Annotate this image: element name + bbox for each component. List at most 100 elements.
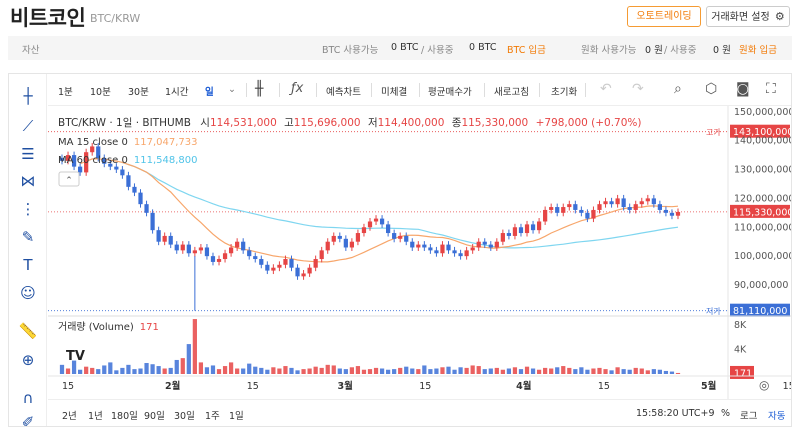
candle-body bbox=[464, 250, 469, 257]
candle-body bbox=[295, 267, 300, 277]
indicator-fx-icon[interactable]: ƒx bbox=[291, 81, 304, 96]
range-180d[interactable]: 180일 bbox=[111, 411, 138, 422]
volume-bar bbox=[663, 370, 669, 374]
volume-bar bbox=[506, 368, 512, 374]
percent-scale-toggle[interactable]: % bbox=[721, 408, 731, 419]
trade-settings-button[interactable]: 거래화면 설정 ⚙ bbox=[706, 6, 790, 27]
candle-body bbox=[373, 218, 379, 222]
volume-axis: 8K 4K 171 bbox=[730, 320, 754, 379]
krw-available-label: 원화 사용가능 bbox=[581, 45, 637, 56]
candlestick-type-icon[interactable]: ╫ bbox=[255, 81, 264, 97]
interval-10m[interactable]: 10분 bbox=[90, 87, 111, 98]
volume-bar bbox=[488, 368, 493, 374]
horizontal-lines-icon[interactable]: ☰ bbox=[21, 145, 35, 163]
candle-body bbox=[138, 192, 143, 205]
candle-body bbox=[470, 247, 475, 251]
candle-body bbox=[186, 244, 191, 254]
volume-bar bbox=[307, 368, 312, 374]
fullscreen-icon[interactable]: ⛶ bbox=[766, 81, 776, 97]
candle-body bbox=[633, 204, 638, 210]
candle-body bbox=[392, 233, 397, 239]
volume-bar bbox=[440, 367, 445, 374]
range-1w[interactable]: 1주 bbox=[205, 411, 220, 422]
candle-body bbox=[96, 146, 101, 158]
undo-icon[interactable]: ↶ bbox=[600, 81, 612, 97]
range-1y[interactable]: 1년 bbox=[88, 411, 103, 422]
range-2y[interactable]: 2년 bbox=[62, 411, 77, 422]
volume-bar bbox=[156, 366, 161, 374]
volume-bar bbox=[210, 365, 216, 374]
candle-body bbox=[452, 250, 457, 254]
candle-body bbox=[518, 227, 524, 234]
volume-bar bbox=[379, 368, 385, 374]
btc-deposit-link[interactable]: BTC 입금 bbox=[507, 45, 546, 56]
interval-1m[interactable]: 1분 bbox=[58, 87, 73, 98]
volume-bar bbox=[452, 369, 457, 374]
magnet-icon[interactable]: ∩ bbox=[22, 389, 34, 407]
price-tick-label: 130,000,000 bbox=[734, 165, 791, 176]
lock-draw-icon[interactable]: ✐ bbox=[21, 413, 35, 431]
range-30d[interactable]: 30일 bbox=[174, 411, 195, 422]
redo-icon[interactable]: ↷ bbox=[632, 81, 644, 97]
pattern-icon[interactable]: ⋈ bbox=[20, 172, 36, 190]
interval-1h[interactable]: 1시간 bbox=[165, 87, 189, 98]
volume-bar bbox=[416, 369, 421, 374]
volume-last-label: 171 bbox=[734, 368, 752, 379]
camera-icon[interactable]: ◙ bbox=[736, 81, 750, 97]
candle-body bbox=[379, 218, 385, 225]
range-90d[interactable]: 90일 bbox=[144, 411, 165, 422]
forecast-chart-button[interactable]: 예측차트 bbox=[326, 87, 361, 98]
crosshair-icon[interactable]: ┼ bbox=[23, 87, 33, 105]
price-chart[interactable]: 143,100,000 고가 115,330,000 81,110,000 저가 150… bbox=[48, 106, 791, 399]
text-icon[interactable]: T bbox=[23, 256, 33, 274]
settings-hex-icon[interactable]: ⬡ bbox=[705, 81, 718, 97]
time-tick-label: 15 bbox=[783, 381, 791, 392]
volume-bar bbox=[283, 366, 288, 374]
candle-body bbox=[458, 253, 463, 257]
candle-body bbox=[404, 235, 409, 242]
interval-30m[interactable]: 30분 bbox=[128, 87, 149, 98]
search-indicator-icon[interactable]: ⌕ bbox=[674, 81, 682, 97]
ruler-icon[interactable]: 📏 bbox=[18, 322, 38, 340]
price-axis: 150,000,000 140,000,000 130,000,000 120,000… bbox=[734, 107, 791, 291]
avg-buy-price-button[interactable]: 평균매수가 bbox=[428, 87, 472, 98]
volume-bar bbox=[627, 369, 632, 374]
price-tick-label: 150,000,000 bbox=[734, 107, 791, 118]
interval-1d[interactable]: 일 bbox=[205, 87, 214, 98]
range-1d[interactable]: 1일 bbox=[229, 411, 244, 422]
krw-deposit-link[interactable]: 원화 입금 bbox=[739, 45, 777, 56]
collapse-legend-button[interactable]: ⌃ bbox=[58, 171, 80, 187]
auto-scale-toggle[interactable]: 자동 bbox=[768, 411, 786, 422]
volume-bar bbox=[494, 367, 499, 374]
reset-button[interactable]: 초기화 bbox=[551, 87, 578, 98]
candle-body bbox=[132, 186, 137, 193]
unfilled-orders-button[interactable]: 미체결 bbox=[381, 87, 408, 98]
candle-body bbox=[114, 166, 119, 170]
price-tick-label: 140,000,000 bbox=[734, 136, 791, 147]
candle-body bbox=[150, 212, 155, 231]
volume-bar bbox=[313, 366, 318, 374]
price-reference-lines: 143,100,000 고가 115,330,000 81,110,000 저가 bbox=[48, 124, 791, 317]
trend-line-icon[interactable]: ⟋ bbox=[22, 117, 34, 135]
brush-icon[interactable]: ✎ bbox=[21, 228, 35, 246]
log-scale-toggle[interactable]: 로그 bbox=[740, 411, 758, 422]
volume-bar bbox=[192, 319, 197, 374]
zoom-in-icon[interactable]: ⊕ bbox=[21, 351, 35, 369]
volume-bar bbox=[633, 367, 638, 374]
fibonacci-icon[interactable]: ⋮ bbox=[20, 200, 36, 218]
volume-bar bbox=[349, 367, 354, 374]
candle-body bbox=[440, 244, 445, 254]
time-settings-icon: ◎ bbox=[759, 378, 769, 392]
candle-body bbox=[585, 212, 590, 219]
volume-bar bbox=[126, 364, 131, 374]
candle-body bbox=[228, 247, 234, 254]
volume-bar bbox=[458, 367, 463, 374]
emoji-icon[interactable]: ☺ bbox=[20, 284, 36, 302]
volume-bar bbox=[84, 366, 89, 374]
refresh-button[interactable]: 새로고침 bbox=[494, 87, 529, 98]
volume-bar bbox=[392, 369, 397, 374]
volume-bar bbox=[615, 367, 620, 374]
auto-trading-button[interactable]: 오토트레이딩 bbox=[627, 6, 701, 27]
chevron-down-icon[interactable]: ⌄ bbox=[228, 84, 236, 95]
time-tick-label: 4월 bbox=[516, 380, 531, 392]
